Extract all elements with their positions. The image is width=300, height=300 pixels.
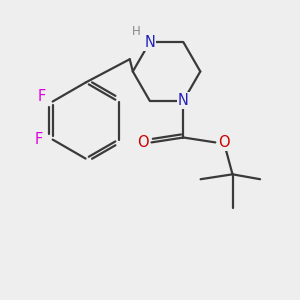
Text: N: N [144,35,155,50]
Text: F: F [35,132,43,147]
Text: H: H [132,25,141,38]
Text: O: O [218,135,230,150]
Text: O: O [137,135,149,150]
Text: N: N [178,93,189,108]
Text: F: F [38,89,46,104]
